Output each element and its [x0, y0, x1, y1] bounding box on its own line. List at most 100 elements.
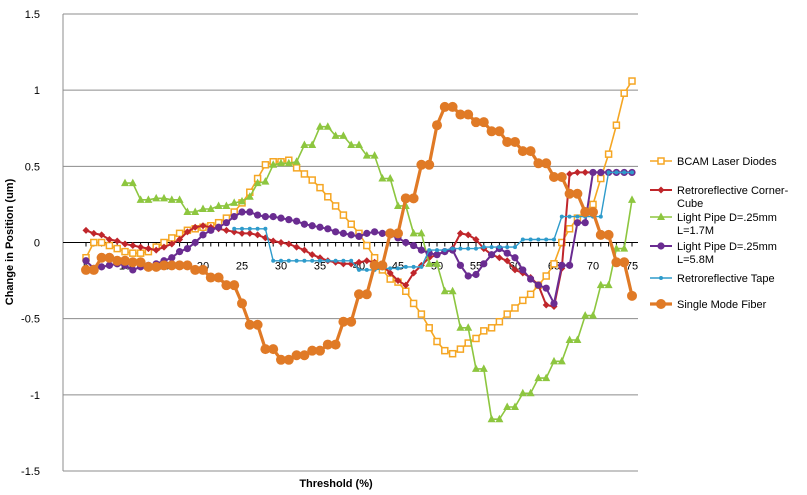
data-point [363, 229, 371, 237]
legend-entry: Single Mode Fiber [650, 299, 767, 311]
data-point [160, 243, 168, 251]
data-point [417, 310, 426, 318]
data-point [363, 257, 371, 265]
data-point [403, 264, 408, 269]
data-point [168, 234, 176, 242]
data-point [339, 229, 347, 237]
data-point [322, 339, 333, 350]
series-line [85, 80, 633, 355]
data-point [448, 349, 457, 358]
data-point [511, 402, 519, 411]
data-point [511, 266, 519, 274]
data-point [229, 280, 240, 291]
data-point [128, 178, 137, 187]
data-point [528, 237, 533, 242]
data-point [503, 257, 511, 265]
data-point [98, 231, 106, 239]
data-point [331, 202, 340, 210]
data-point [402, 238, 410, 247]
data-point [657, 157, 665, 165]
data-point [205, 272, 216, 283]
data-point [183, 207, 192, 216]
legend-entry: Retroreflective Tape [650, 273, 775, 285]
data-point [215, 223, 223, 231]
data-point [536, 237, 541, 242]
data-point [277, 158, 285, 167]
data-point [447, 101, 458, 112]
data-point [279, 258, 283, 263]
data-point [402, 287, 410, 295]
data-point [269, 160, 278, 168]
data-point [338, 316, 349, 327]
data-point [481, 245, 486, 250]
data-point [394, 201, 402, 209]
data-point [628, 77, 636, 85]
data-point [206, 204, 215, 212]
data-point [284, 158, 293, 167]
data-point [354, 289, 364, 300]
data-point [542, 373, 551, 382]
data-point [254, 211, 262, 219]
data-point [611, 257, 622, 268]
data-point [240, 226, 244, 231]
data-point [542, 284, 550, 292]
data-point [393, 228, 403, 239]
data-point [612, 121, 621, 129]
legend-label: Single Mode Fiber [677, 299, 767, 311]
data-point [222, 219, 230, 227]
data-point [534, 281, 543, 289]
data-point [559, 214, 564, 219]
data-point [364, 267, 369, 272]
data-point [199, 204, 207, 212]
data-point [439, 101, 450, 112]
data-point [494, 126, 505, 137]
data-point [433, 259, 441, 267]
data-point [386, 269, 394, 277]
data-point [230, 228, 238, 236]
data-point [619, 257, 630, 268]
data-point [474, 246, 478, 251]
data-point [292, 157, 301, 165]
data-point [433, 251, 441, 259]
axes: -1.5-1-0.500.511.55101520253035404550556… [21, 9, 638, 478]
data-point [419, 264, 424, 269]
data-point [129, 266, 137, 274]
data-point [488, 251, 496, 259]
data-point [260, 344, 271, 355]
data-point [371, 228, 379, 236]
data-point [81, 264, 91, 275]
data-point [478, 117, 489, 128]
data-point [244, 319, 255, 330]
x-tick-label: 55 [470, 261, 482, 273]
data-point [293, 243, 301, 251]
data-point [214, 201, 223, 209]
data-point [294, 258, 299, 263]
data-point [558, 261, 566, 269]
data-point [378, 174, 387, 182]
data-point [410, 269, 418, 277]
data-point [448, 286, 457, 295]
data-point [495, 414, 504, 423]
data-point [315, 345, 325, 356]
data-point [386, 174, 395, 182]
data-point [549, 171, 559, 182]
data-point [299, 350, 310, 361]
data-point [357, 267, 361, 272]
data-point [442, 248, 447, 253]
data-point [575, 214, 580, 219]
data-point [316, 223, 324, 231]
data-point [589, 168, 597, 177]
data-point [378, 229, 386, 237]
data-point [497, 245, 502, 250]
data-point [620, 244, 629, 252]
data-point [556, 171, 567, 182]
data-point [544, 237, 549, 242]
data-point [489, 245, 494, 250]
data-point [238, 196, 246, 205]
data-point [127, 257, 138, 268]
data-point [565, 335, 574, 343]
data-point [355, 232, 363, 241]
data-point [520, 237, 525, 242]
data-point [400, 193, 411, 204]
data-point [307, 345, 318, 356]
